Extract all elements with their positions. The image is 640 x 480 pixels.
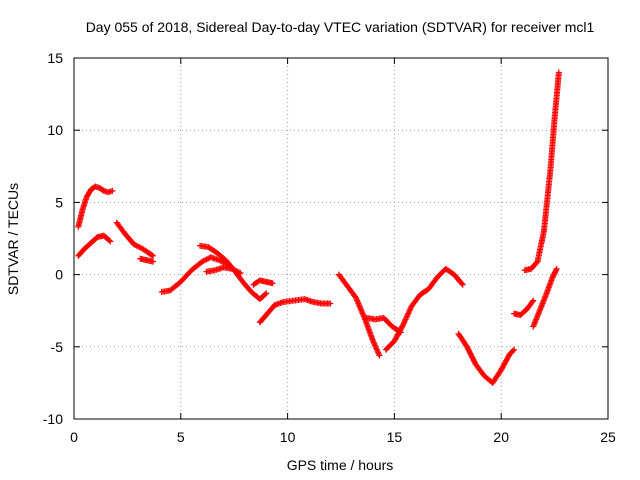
x-axis-label: GPS time / hours: [287, 457, 394, 473]
data-point: [399, 323, 406, 330]
data-point: [106, 237, 113, 244]
data-point: [327, 300, 334, 307]
data-point: [262, 291, 269, 298]
data-point: [466, 349, 473, 356]
grid-lines: [74, 58, 608, 419]
series-track-c: [113, 219, 157, 259]
data-point: [269, 280, 276, 287]
series-track-l: [382, 265, 466, 353]
series-track-n: [511, 297, 537, 319]
data-point: [465, 346, 472, 353]
series-track-p: [530, 265, 560, 330]
x-tick-labels: 0 5 10 15 20 25: [70, 429, 616, 445]
series-track-g: [203, 264, 244, 277]
y-tick-label: -5: [51, 339, 64, 355]
series-track-b: [75, 232, 114, 259]
y-tick-label: 10: [47, 122, 63, 138]
data-point: [471, 358, 478, 365]
data-point: [511, 346, 518, 353]
series-track-j: [335, 271, 383, 359]
data-point: [467, 351, 474, 358]
data-point: [109, 187, 116, 194]
data-point: [465, 347, 472, 354]
data-point: [553, 265, 560, 272]
data-point: [530, 297, 537, 304]
data-point: [467, 350, 474, 357]
y-tick-label: 15: [47, 50, 63, 66]
data-point: [470, 357, 477, 364]
y-tick-label: 0: [55, 267, 63, 283]
data-point: [555, 69, 562, 76]
plot-frame: [73, 57, 609, 420]
x-tick-label: 20: [493, 429, 509, 445]
data-point: [529, 298, 536, 305]
data-point: [553, 267, 560, 274]
data-point: [458, 280, 465, 287]
data-point: [148, 252, 155, 259]
data-point: [509, 347, 516, 354]
data-point: [263, 290, 270, 297]
x-tick-label: 15: [387, 429, 403, 445]
plot-series: [75, 69, 562, 386]
chart-title: Day 055 of 2018, Sidereal Day-to-day VTE…: [86, 19, 595, 35]
x-tick-label: 10: [280, 429, 296, 445]
series-track-a: [75, 183, 116, 230]
data-point: [468, 353, 475, 360]
series-track-k: [363, 314, 404, 336]
y-axis-label: SDTVAR / TECUs: [5, 183, 21, 295]
data-point: [464, 345, 471, 352]
data-point: [150, 258, 157, 265]
y-tick-labels: -10 -5 0 5 10 15: [43, 50, 63, 427]
x-tick-label: 5: [177, 429, 185, 445]
data-point: [150, 252, 157, 259]
data-point: [459, 281, 466, 288]
data-point: [107, 238, 114, 245]
data-point: [464, 343, 471, 350]
x-tick-label: 0: [70, 429, 78, 445]
data-point: [376, 352, 383, 359]
y-tick-label: -10: [43, 411, 63, 427]
data-point: [469, 354, 476, 361]
series-track-m: [455, 330, 518, 386]
data-point: [469, 355, 476, 362]
y-tick-label: 5: [55, 194, 63, 210]
series-track-i: [256, 296, 334, 326]
series-track-o: [521, 69, 562, 274]
axis-ticks: [73, 57, 609, 420]
series-track-d: [137, 255, 157, 265]
x-tick-label: 25: [600, 429, 616, 445]
data-point: [237, 270, 244, 277]
series-track-h: [250, 277, 276, 288]
